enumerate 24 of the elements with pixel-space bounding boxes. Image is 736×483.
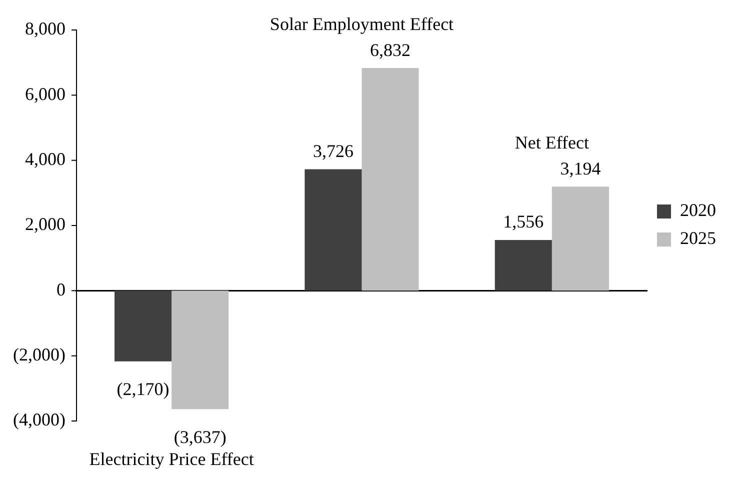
bar — [114, 290, 172, 362]
x-tick-label: Solar Employment Effect — [270, 14, 454, 34]
data-label: 6,832 — [370, 40, 411, 60]
bar — [362, 68, 419, 291]
bar — [552, 186, 609, 291]
y-tick-label: 2,000 — [24, 214, 66, 234]
bar — [494, 240, 552, 291]
x-tick-label: Net Effect — [514, 132, 589, 152]
bar — [304, 169, 362, 291]
data-label: 3,726 — [312, 140, 354, 161]
data-label: 1,556 — [503, 212, 544, 232]
y-tick-label: 6,000 — [24, 84, 66, 104]
data-label: 3,194 — [560, 158, 601, 178]
data-label: (3,637) — [174, 426, 226, 447]
y-tick-label: 8,000 — [24, 18, 66, 39]
y-tick-label: 0 — [56, 279, 66, 300]
legend-label: 2020 — [680, 200, 716, 220]
y-tick-label: (4,000) — [12, 410, 66, 430]
legend-label: 2025 — [680, 228, 716, 248]
bar — [172, 290, 229, 410]
data-label: (2,170) — [116, 379, 170, 400]
y-tick-label: (2,000) — [12, 344, 66, 365]
x-tick-label: Electricity Price Effect — [89, 448, 254, 469]
y-tick-label: 4,000 — [24, 149, 66, 170]
